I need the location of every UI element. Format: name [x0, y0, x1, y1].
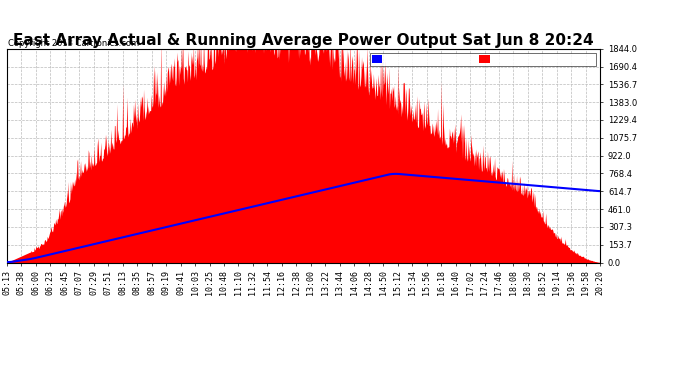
Title: East Array Actual & Running Average Power Output Sat Jun 8 20:24: East Array Actual & Running Average Powe…: [13, 33, 594, 48]
Legend: Average  (DC Watts), East Array  (DC Watts): Average (DC Watts), East Array (DC Watts…: [370, 53, 595, 66]
Text: Copyright 2013 Cartronics.com: Copyright 2013 Cartronics.com: [8, 39, 139, 48]
